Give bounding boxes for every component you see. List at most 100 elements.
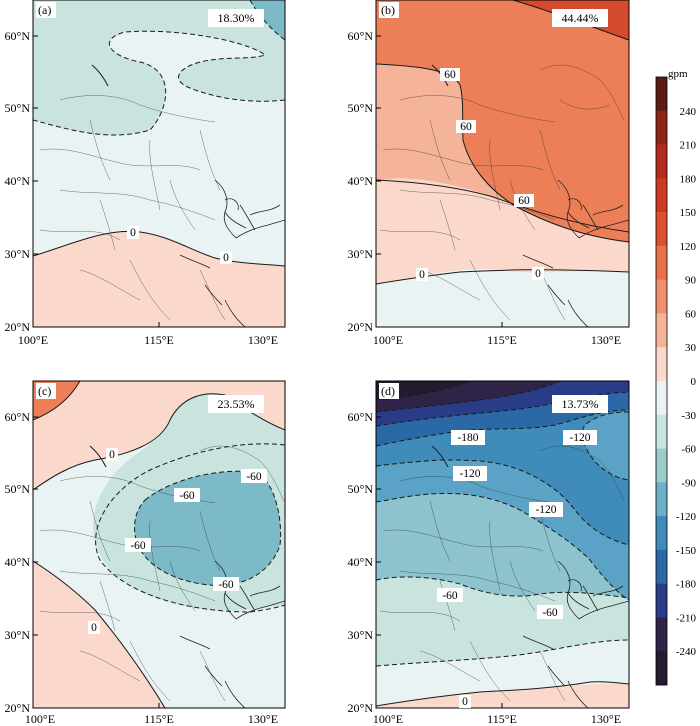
colorbar-level-label: -180 [676, 579, 697, 591]
lat-labels-c: 60°N 50°N 40°N 30°N 20°N [5, 410, 31, 715]
colorbar-level-label: -240 [676, 646, 697, 658]
panel-c-contour-label: 0 [109, 449, 115, 461]
panel-c-contour-label: -60 [179, 490, 195, 502]
panel-b: (b) 44.44% 60 60 60 0 0 [375, 0, 630, 328]
colorbar: gpm 240 210 180 150 120 90 60 30 0 -30 -60 -90 -120 -… [655, 68, 697, 686]
colorbar-level-label: -30 [681, 410, 696, 422]
panel-b-contour-label: 60 [444, 69, 456, 81]
panel-b-percent: 44.44% [562, 11, 599, 25]
colorbar-swatch [656, 212, 667, 247]
panel-a-contour-label: 0 [130, 227, 136, 239]
panel-b-contour-label: 60 [460, 121, 472, 133]
panel-b-contour-label: 60 [518, 195, 530, 207]
panel-b-contour-label: 0 [419, 269, 425, 281]
colorbar-swatch [656, 144, 667, 179]
colorbar-swatch [656, 482, 667, 517]
panel-d: (d) 13.73% -180 -120 -120 -120 -60 -60 0 [375, 380, 630, 709]
colorbar-level-label: 60 [685, 308, 697, 320]
colorbar-swatch [656, 583, 667, 618]
panel-a-contour-label: 0 [223, 252, 229, 264]
lat-tick-label: 50°N [348, 101, 374, 115]
lon-tick-label: 115°E [144, 712, 174, 726]
lat-tick-label: 20°N [5, 320, 31, 334]
lat-tick-label: 60°N [5, 29, 31, 43]
lat-tick-label: 40°N [348, 174, 374, 188]
lat-tick-label: 50°N [5, 101, 31, 115]
colorbar-swatch [656, 279, 667, 314]
colorbar-level-label: 30 [685, 342, 697, 354]
panel-c-band-neg60 [134, 471, 281, 586]
colorbar-level-label: 120 [680, 241, 697, 253]
lat-labels-b: 60°N 50°N 40°N 30°N 20°N [348, 29, 374, 334]
lat-tick-label: 30°N [5, 628, 31, 642]
lat-tick-label: 40°N [348, 555, 374, 569]
panel-c-label: (c) [38, 384, 51, 398]
lat-tick-label: 50°N [348, 482, 374, 496]
colorbar-labels: 240 210 180 150 120 90 60 30 0 -30 -60 -90 -120 -150 -… [676, 106, 697, 658]
colorbar-level-label: 180 [680, 173, 697, 185]
panel-d-contour-label: -120 [535, 504, 556, 516]
colorbar-swatch [656, 617, 667, 652]
lat-tick-label: 60°N [348, 410, 374, 424]
lon-labels-a: 100°E 115°E 130°E [18, 333, 278, 347]
panel-d-contour-label: -60 [442, 590, 458, 602]
lat-tick-label: 60°N [348, 29, 374, 43]
lon-tick-label: 100°E [373, 712, 403, 726]
colorbar-swatch [656, 77, 667, 112]
panel-d-borders [379, 445, 625, 702]
lat-tick-label: 30°N [348, 628, 374, 642]
lat-tick-label: 40°N [5, 555, 31, 569]
colorbar-frame [655, 76, 668, 686]
panel-d-contour-label: -120 [569, 432, 590, 444]
colorbar-level-label: 210 [680, 140, 697, 152]
panel-a-borders [39, 95, 226, 321]
panel-b-contour-label: 0 [535, 268, 541, 280]
colorbar-swatches [656, 77, 667, 686]
lat-tick-label: 30°N [5, 247, 31, 261]
lon-tick-label: 130°E [248, 712, 278, 726]
panel-d-coast [431, 445, 629, 708]
colorbar-swatch [656, 178, 667, 213]
panel-c-band-pos-top [33, 381, 285, 490]
panel-d-band-neg240 [376, 381, 470, 400]
lat-tick-label: 20°N [348, 320, 374, 334]
panel-b-coast [431, 64, 629, 327]
lon-labels-d: 100°E 115°E 130°E [373, 712, 621, 726]
panel-d-contour-label: 0 [462, 696, 468, 708]
colorbar-unit: gpm [668, 68, 688, 80]
lat-labels-d: 60°N 50°N 40°N 30°N 20°N [348, 410, 374, 715]
colorbar-swatch [656, 651, 667, 686]
lon-tick-label: 100°E [25, 712, 55, 726]
lon-labels-c: 100°E 115°E 130°E [25, 712, 278, 726]
colorbar-level-label: -90 [681, 477, 696, 489]
panel-c-percent: 23.53% [218, 397, 255, 411]
lat-tick-label: 60°N [5, 410, 31, 424]
lon-tick-label: 130°E [248, 333, 278, 347]
lat-tick-label: 20°N [348, 701, 374, 715]
lat-tick-label: 50°N [5, 482, 31, 496]
panel-d-contour-label: -180 [457, 432, 478, 444]
lon-tick-label: 115°E [487, 333, 517, 347]
colorbar-swatch [656, 110, 667, 145]
colorbar-level-label: -60 [681, 444, 696, 456]
colorbar-swatch [656, 313, 667, 348]
colorbar-level-label: 0 [691, 376, 697, 388]
colorbar-swatch [656, 448, 667, 483]
panel-a-band-neg30 [33, 0, 285, 136]
panel-c: (c) 23.53% 0 -60 -60 -60 -60 0 [32, 380, 286, 709]
lon-labels-b: 100°E 115°E 130°E [373, 333, 621, 347]
lon-tick-label: 100°E [373, 333, 403, 347]
colorbar-level-label: 90 [685, 275, 697, 287]
panel-a-percent: 18.30% [218, 11, 255, 25]
lon-tick-label: 115°E [487, 712, 517, 726]
panel-c-contour-label: 0 [91, 622, 97, 634]
panel-d-percent: 13.73% [562, 397, 599, 411]
colorbar-swatch [656, 516, 667, 551]
panel-a: (a) 18.30% 0 0 [32, 0, 286, 328]
panel-a-band-pos [33, 231, 285, 327]
panel-b-band-90 [376, 0, 629, 242]
panel-a-label: (a) [38, 3, 51, 17]
lat-labels-a: 60°N 50°N 40°N 30°N 20°N [5, 29, 31, 334]
panel-c-contour-label: -60 [246, 471, 262, 483]
